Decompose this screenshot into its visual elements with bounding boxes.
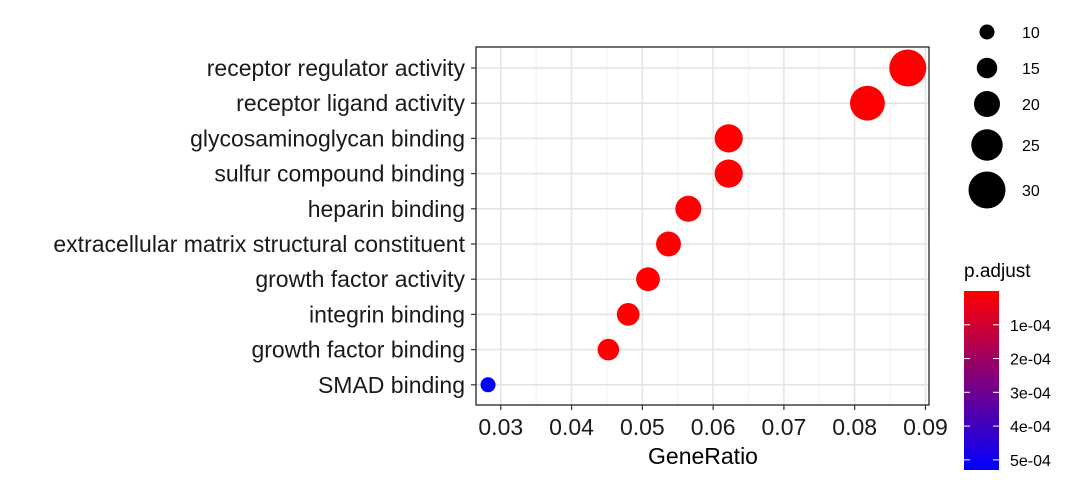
size-legend-dot	[976, 57, 998, 79]
x-axis: 0.03 0.04 0.05 0.06 0.07 0.08 0.09	[478, 405, 948, 440]
point-sulfur-compound-binding	[714, 159, 743, 188]
color-legend: p.adjust 1e-04 2e-04 3e-04 4e-04 5e-04	[964, 261, 1051, 470]
size-legend-dot	[971, 129, 1003, 161]
x-tick-label: 0.07	[762, 414, 807, 440]
point-heparin-binding	[675, 195, 702, 222]
y-tick-label-smad-binding: SMAD binding	[318, 372, 465, 398]
point-glycosaminoglycan-binding	[714, 124, 743, 153]
color-legend-bar	[964, 291, 999, 470]
y-axis: receptor regulator activity receptor liga…	[53, 55, 476, 398]
y-tick-label-extracellular-matrix-structural-constituent: extracellular matrix structural constitu…	[53, 231, 465, 257]
size-legend-label: 20	[1022, 97, 1040, 114]
size-legend-dot	[974, 91, 1000, 117]
color-legend-label: 2e-04	[1010, 352, 1051, 369]
y-tick-label-growth-factor-activity: growth factor activity	[255, 266, 465, 292]
x-tick-label: 0.06	[691, 414, 736, 440]
point-growth-factor-activity	[636, 267, 660, 292]
y-tick-label-receptor-ligand-activity: receptor ligand activity	[236, 90, 465, 116]
point-extracellular-matrix-structural-constituent	[656, 231, 681, 257]
panel-frame	[475, 46, 930, 406]
size-legend-dot	[968, 171, 1006, 209]
point-integrin-binding	[616, 303, 640, 326]
color-legend-title: p.adjust	[964, 261, 1031, 282]
point-smad-binding	[480, 377, 496, 393]
y-tick-label-receptor-regulator-activity: receptor regulator activity	[207, 55, 466, 81]
y-tick-label-sulfur-compound-binding: sulfur compound binding	[214, 161, 465, 187]
y-tick-label-integrin-binding: integrin binding	[309, 301, 465, 327]
x-tick-label: 0.08	[832, 414, 877, 440]
point-growth-factor-binding	[597, 338, 620, 361]
color-legend-label: 5e-04	[1010, 453, 1051, 470]
points-layer	[480, 49, 927, 393]
grid-lines	[476, 47, 929, 405]
y-tick-label-heparin-binding: heparin binding	[308, 196, 465, 222]
point-receptor-ligand-activity	[850, 85, 885, 121]
size-legend-label: 25	[1022, 138, 1040, 155]
x-axis-title: GeneRatio	[648, 443, 758, 469]
point-receptor-regulator-activity	[889, 49, 927, 87]
size-legend-label: 10	[1022, 25, 1040, 42]
x-tick-label: 0.05	[620, 414, 665, 440]
color-legend-label: 4e-04	[1010, 419, 1051, 436]
size-legend-label: 15	[1022, 61, 1040, 78]
x-tick-label: 0.09	[903, 414, 948, 440]
size-legend: 10 15 20 25 30	[968, 24, 1040, 209]
size-legend-label: 30	[1022, 183, 1040, 200]
y-tick-label-glycosaminoglycan-binding: glycosaminoglycan binding	[190, 125, 465, 151]
x-tick-label: 0.04	[549, 414, 594, 440]
x-tick-label: 0.03	[478, 414, 523, 440]
y-tick-label-growth-factor-binding: growth factor binding	[251, 337, 465, 363]
panel-border	[475, 46, 930, 406]
size-legend-dot	[979, 24, 995, 40]
color-legend-label: 3e-04	[1010, 385, 1051, 402]
color-legend-label: 1e-04	[1010, 318, 1051, 335]
